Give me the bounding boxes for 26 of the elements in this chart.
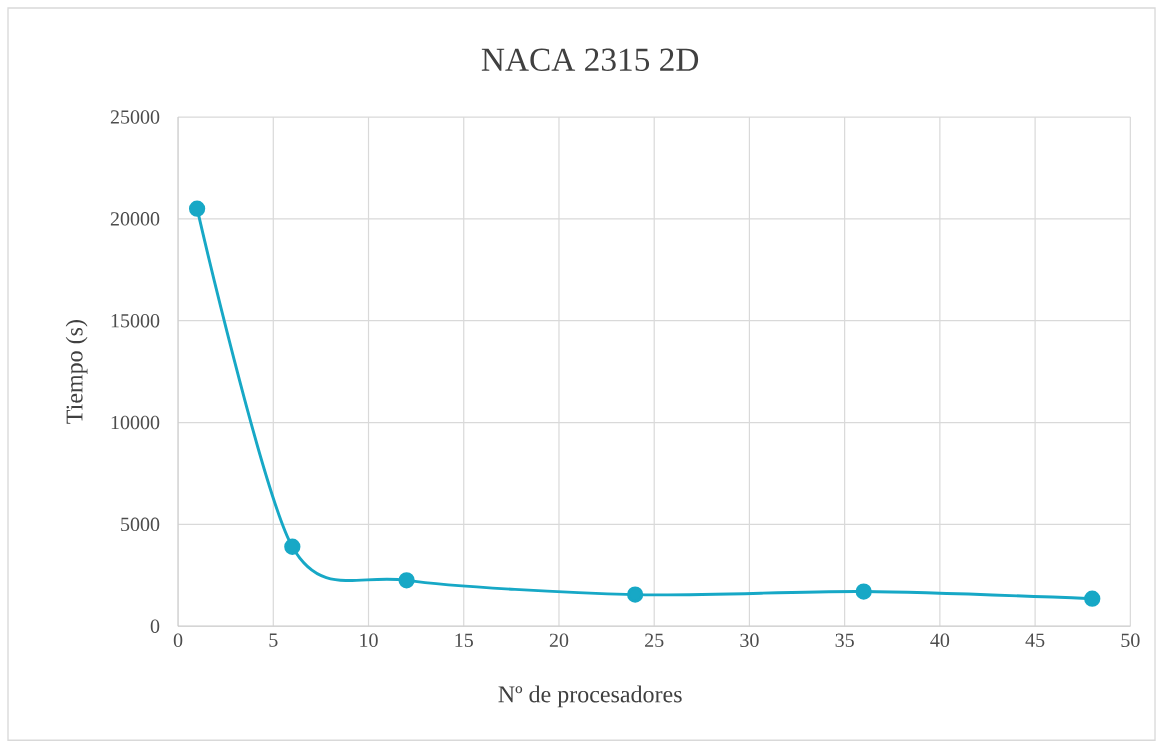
- y-axis-title: Tiempo (s): [65, 319, 88, 424]
- y-tick-label: 5000: [121, 517, 160, 531]
- x-tick-label: 35: [835, 633, 854, 647]
- point: [188, 200, 206, 217]
- point: [284, 538, 301, 555]
- x-tick-label: 20: [549, 633, 569, 647]
- x-tick-label: 45: [1025, 633, 1045, 647]
- x-tick-label: 15: [455, 633, 473, 647]
- x-tick-label: 50: [1121, 633, 1140, 647]
- x-tick-label: 30: [740, 633, 759, 647]
- y-tick-label: 10000: [111, 415, 160, 430]
- chart-title: NACA 2315 2D: [481, 48, 699, 71]
- point: [855, 583, 872, 600]
- x-tick-label: 5: [269, 633, 278, 647]
- point: [627, 586, 644, 603]
- point: [1084, 590, 1101, 607]
- x-tick-label: 0: [173, 633, 183, 647]
- y-tick-label: 15000: [111, 313, 160, 328]
- x-tick-label: 25: [645, 633, 664, 647]
- x-tick-label: 10: [360, 633, 378, 647]
- x-axis-title: Nº de procesadores: [498, 685, 682, 708]
- point: [398, 572, 415, 589]
- y-tick-label: 20000: [110, 212, 160, 226]
- x-tick-label: 40: [930, 633, 950, 647]
- y-tick-label: 25000: [110, 110, 160, 124]
- y-tick-label: 0: [150, 619, 160, 633]
